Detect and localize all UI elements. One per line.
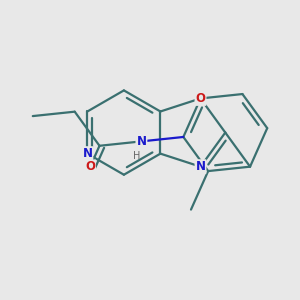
Text: H: H xyxy=(133,151,140,161)
Text: N: N xyxy=(136,135,146,148)
Text: N: N xyxy=(196,160,206,173)
Text: O: O xyxy=(196,92,206,105)
Text: O: O xyxy=(85,160,95,173)
Text: N: N xyxy=(82,147,92,160)
